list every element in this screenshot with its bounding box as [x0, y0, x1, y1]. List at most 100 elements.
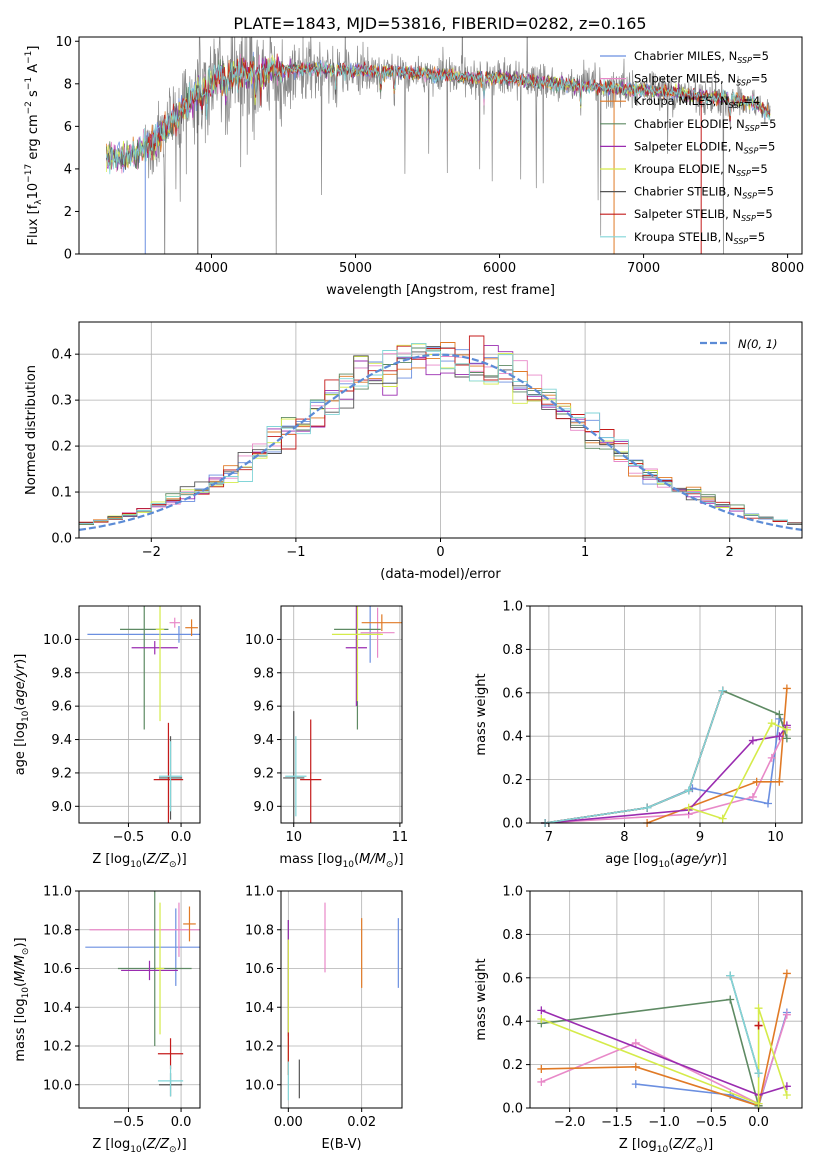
- x-tick-label: 9: [696, 830, 704, 845]
- grid-lines: [79, 890, 200, 1108]
- y-tick-label: 9.0: [51, 800, 72, 815]
- x-tick-label: 2: [726, 545, 734, 560]
- grid-lines: [281, 606, 402, 823]
- residual-histogram: [79, 342, 802, 524]
- x-tick-label: 7: [545, 830, 553, 845]
- axis-label-part: (: [354, 852, 359, 867]
- axis-label-part: (: [13, 982, 28, 987]
- plot-frame: [280, 890, 403, 1109]
- x-tick-label: 0.02: [347, 1115, 376, 1130]
- x-tick-label: 1: [581, 545, 589, 560]
- normal-curve: [78, 353, 803, 531]
- weight-point-marker: [752, 777, 761, 786]
- y-tick-label: 11.0: [245, 885, 274, 900]
- weight-point-marker: [775, 777, 784, 786]
- y-tick-label: 0.0: [51, 532, 72, 547]
- y-tick-label: 1.0: [502, 885, 523, 900]
- x-tick-label: 5000: [339, 261, 372, 276]
- y-tick-label: 10.8: [43, 923, 72, 938]
- figure-title: PLATE=1843, MJD=53816, FIBERID=0282, z=0…: [233, 14, 646, 33]
- weight-point-marker: [782, 1010, 791, 1019]
- y-tick-label: 9.4: [253, 733, 274, 748]
- y-tick-label: 0.6: [502, 971, 523, 986]
- y-tick-label: 0.3: [51, 394, 72, 409]
- y-tick-label: 2: [64, 205, 72, 220]
- axis-label-part: 10: [130, 860, 142, 870]
- weight-point-marker: [764, 799, 772, 808]
- y-tick-label: 0.1: [51, 486, 72, 501]
- x-axis-label: Z [log10(Z/Z⊙)]: [92, 1137, 186, 1155]
- axis-label-part: )]: [393, 852, 403, 867]
- x-axis-label: (data-model)/error: [380, 567, 501, 582]
- x-axis-label: E(B-V): [321, 1137, 361, 1152]
- axis-label-part: erg cm: [26, 114, 41, 163]
- x-tick-label: 8: [620, 830, 628, 845]
- y-tick-label: 10.0: [245, 633, 274, 648]
- y-tick-label: 0.4: [502, 1015, 523, 1030]
- y-tick-label: 9.2: [51, 766, 72, 781]
- axis-label-part: Z [log: [619, 1137, 657, 1152]
- model-spectrum-line: [106, 58, 771, 175]
- y-tick-label: 0.0: [502, 817, 523, 832]
- legend-nssp: =5: [748, 230, 765, 244]
- axis-label-part: )]: [13, 937, 28, 947]
- x-axis-label: Z [log10(Z/Z⊙)]: [619, 1137, 713, 1155]
- legend-entry: Kroupa ELODIE, NSSP=5: [634, 162, 768, 178]
- axis-label-part: λ: [34, 199, 44, 205]
- x-tick-label: 6000: [483, 261, 516, 276]
- x-tick-label: −0.5: [696, 1115, 728, 1130]
- axis-label-part: ]: [26, 46, 41, 51]
- axis-label-part: (: [142, 1137, 147, 1152]
- weight-point-marker: [537, 1015, 546, 1024]
- y-tick-label: 10.0: [43, 633, 72, 648]
- spectrum-panel: 4000 5000 6000 7000 8000 0 2 4 6 8 10 Chabrier MILE…: [24, 35, 804, 298]
- axis-label-part: E(B-V): [321, 1137, 361, 1152]
- errorbar-points: [287, 902, 399, 1101]
- weight-series-line: [646, 688, 788, 824]
- weight-point-marker: [775, 710, 784, 719]
- weight-series-line: [541, 1007, 788, 1105]
- weight-point-marker: [631, 1038, 640, 1047]
- weight-series-line: [729, 975, 760, 1074]
- axis-label-part: 10: [21, 710, 31, 722]
- axis-label-part: age/yr: [13, 662, 28, 705]
- mass-vs-ebv-panel: 0.00 0.02 10.0 10.2 10.4 10.6 10.8 11.0 E(B-V): [245, 885, 403, 1152]
- axis-label-part: 10: [130, 1145, 142, 1155]
- legend-sub: SSP: [745, 124, 760, 133]
- legend-nssp: =5: [757, 185, 774, 199]
- weight-point-marker: [684, 803, 693, 812]
- weight-series-line: [688, 722, 788, 820]
- axis-label-part: A: [26, 64, 41, 77]
- weight-point-marker: [754, 1069, 763, 1078]
- y-axis-label: Normed distribution: [24, 365, 39, 495]
- weight-point-marker: [726, 971, 735, 980]
- mass-vs-Z-panel: −0.5 0.010.010.210.410.610.811.0Z [log10(…: [13, 885, 201, 1155]
- legend-model-name: Kroupa MILES, N: [634, 94, 729, 108]
- y-tick-label: 9.4: [51, 733, 72, 748]
- weight-point-marker: [684, 786, 693, 795]
- axis-label-part: Z/Z: [146, 852, 170, 867]
- plot-frame: [78, 605, 201, 824]
- grid-lines: [530, 890, 802, 1109]
- x-tick-label: 11: [392, 830, 409, 845]
- axis-label-part: )]: [717, 852, 727, 867]
- y-tick-label: 10.2: [43, 1040, 72, 1055]
- axis-label-part: mass [log: [279, 852, 342, 867]
- weight-point-marker: [748, 736, 757, 745]
- legend-model-name: Kroupa STELIB, N: [634, 230, 734, 244]
- weight-point-marker: [718, 686, 727, 695]
- y-tick-label: 10.6: [245, 962, 274, 977]
- axis-label-part: (: [668, 1137, 673, 1152]
- errorbar-points: [283, 606, 402, 823]
- axis-label-part: )]: [177, 852, 187, 867]
- axis-label-part: wavelength [Angstrom, rest frame]: [326, 283, 555, 298]
- axis-label-part: (data-model)/error: [380, 567, 501, 582]
- normal-legend-label: N(0, 1): [738, 337, 778, 351]
- y-tick-label: 0: [64, 248, 72, 263]
- weight-point-marker: [767, 719, 776, 728]
- plot-frame: [280, 605, 403, 824]
- axis-label-part: Normed distribution: [24, 365, 39, 495]
- weight-point-marker: [537, 1006, 546, 1015]
